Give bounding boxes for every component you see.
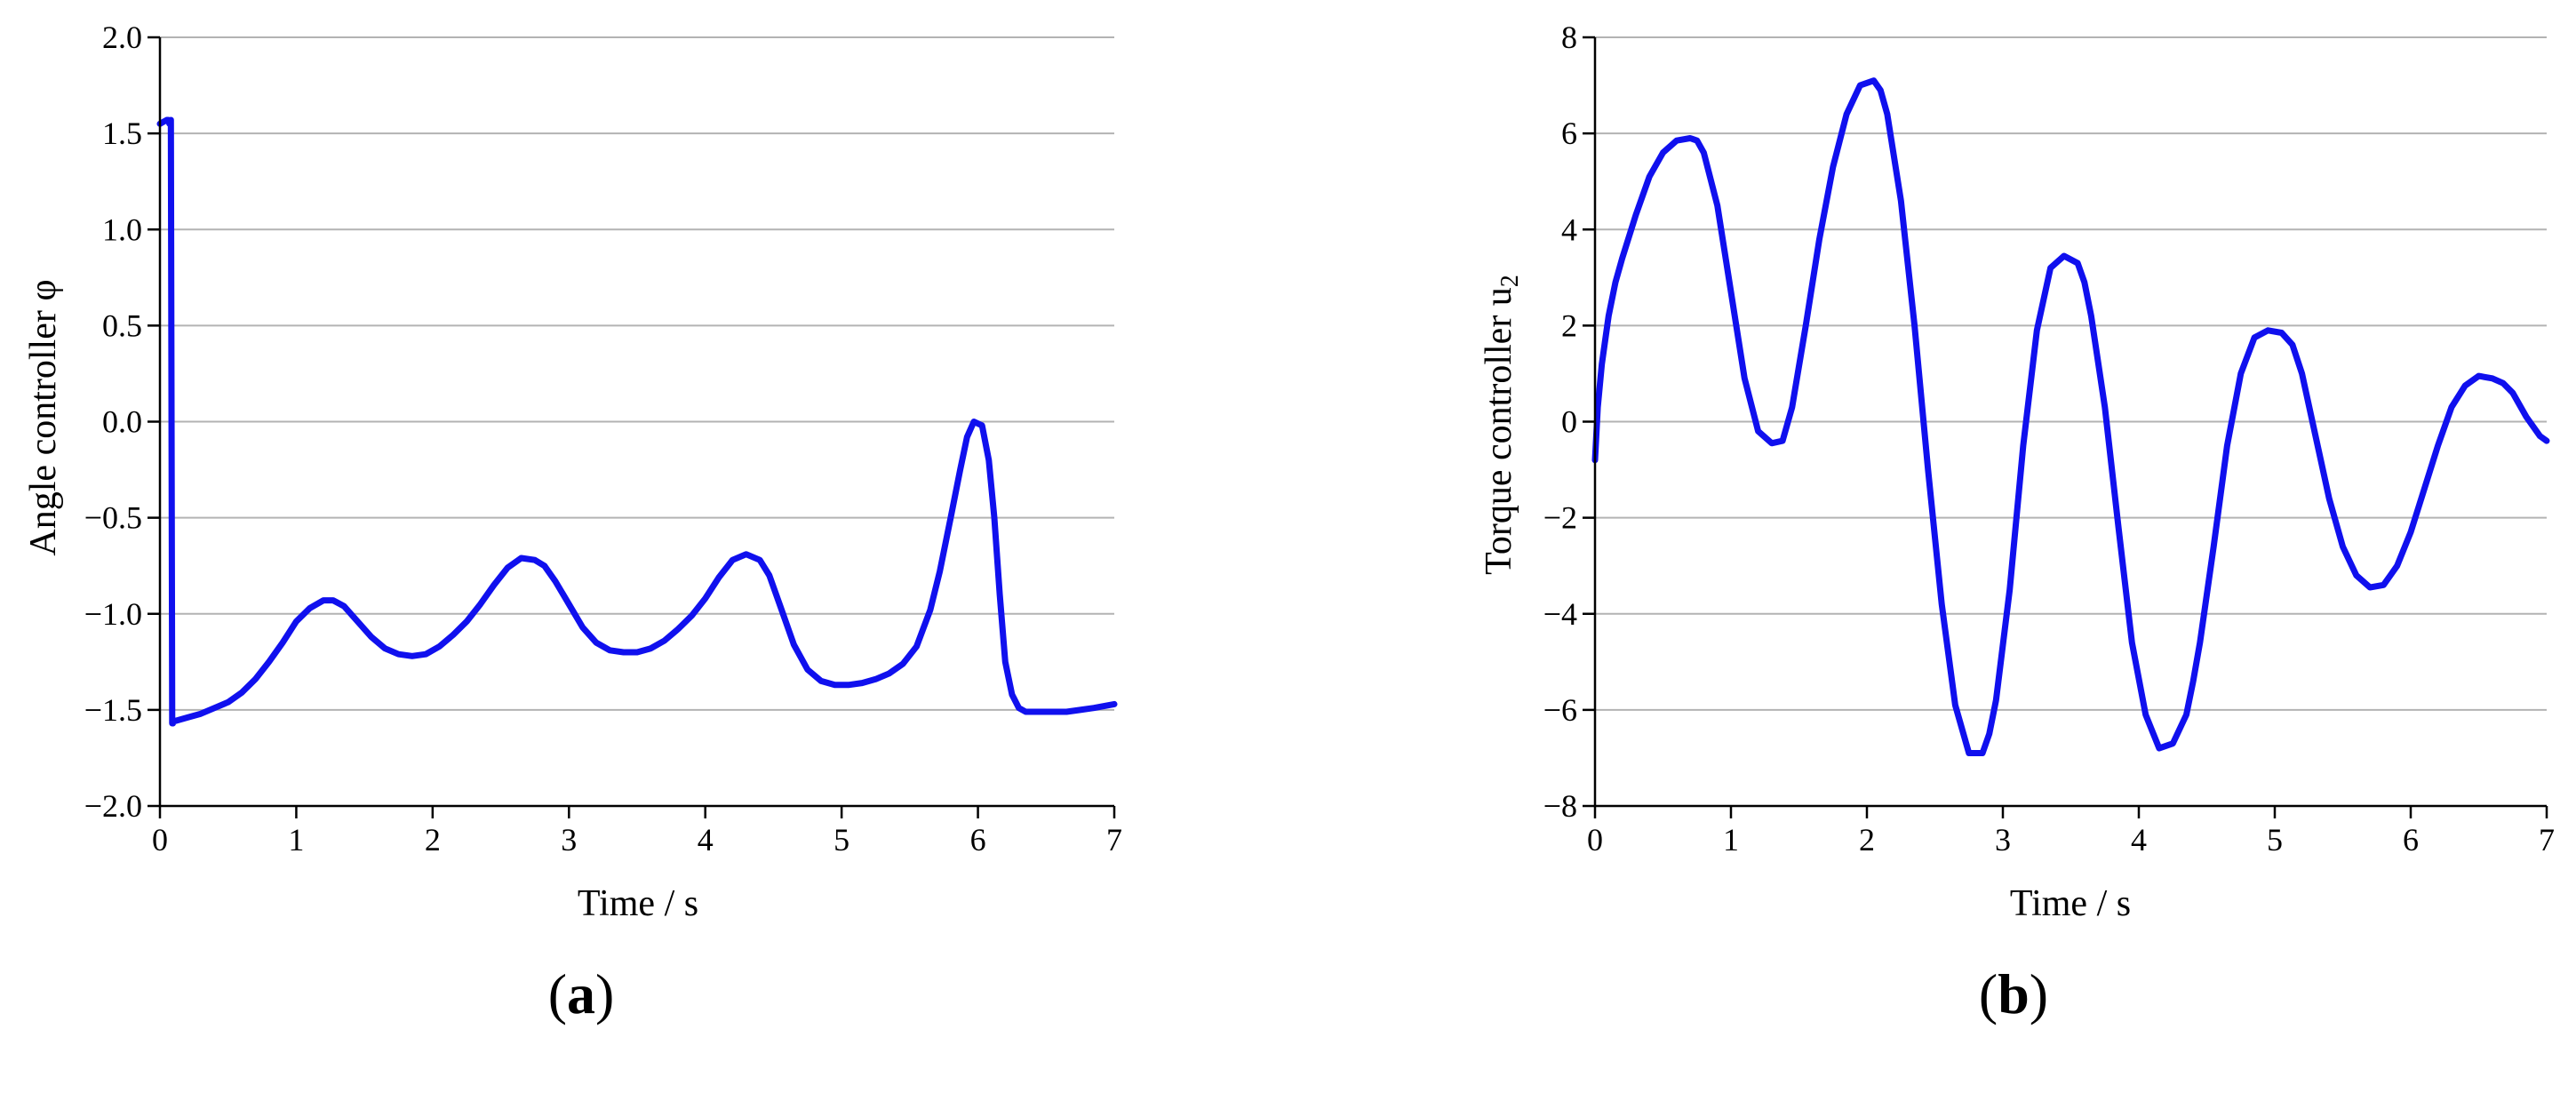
x-tick-label-a-5: 5: [833, 822, 849, 858]
y-tick-label-a-3: 0.5: [102, 307, 142, 343]
x-tick-label-b-1: 1: [1723, 822, 1739, 858]
x-tick-label-b-7: 7: [2539, 822, 2555, 858]
chart-panel-a: 2.01.51.00.50.0−0.5−1.0−1.5−2.00 1 2 3 4 5 6 7 …: [23, 20, 1122, 1025]
grid-b: [1595, 36, 2547, 711]
x-tick-label-b-4: 4: [2131, 822, 2147, 858]
y-tick-label-b-2: 4: [1561, 211, 1577, 247]
y-tick-label-a-4: 0.0: [102, 404, 142, 440]
y-axis-title-a: Angle controller φ: [23, 279, 64, 555]
panel-label-a: (a): [548, 962, 615, 1025]
y-axis-title-b: Torque controller u2: [1479, 275, 1524, 575]
y-tick-label-b-8: −8: [1543, 788, 1577, 824]
x-axis-title-b: Time / s: [2010, 883, 2131, 924]
x-tick-label-a-6: 6: [970, 822, 986, 858]
x-tick-label-b-6: 6: [2403, 822, 2419, 858]
grid-a: [160, 36, 1114, 711]
y-tick-label-a-0: 2.0: [102, 20, 142, 55]
x-tick-label-a-2: 2: [425, 822, 441, 858]
y-axis-title-b-main: Torque controller u: [1479, 287, 1519, 575]
chart-panel-b: 8 6 4 2 0 −2 −4 −6 −8 0 1 2 3 4 5 6 7 Time / s Torque co…: [1479, 20, 2555, 1025]
x-tick-label-b-3: 3: [1995, 822, 2011, 858]
y-tick-label-b-3: 2: [1561, 307, 1577, 343]
y-tick-label-b-6: −4: [1543, 596, 1577, 632]
y-tick-label-b-7: −6: [1543, 692, 1577, 728]
y-tick-label-b-5: −2: [1543, 500, 1577, 536]
x-tick-label-b-5: 5: [2267, 822, 2283, 858]
x-tick-label-a-4: 4: [698, 822, 714, 858]
panel-label-b: (b): [1979, 962, 2048, 1025]
y-tick-label-b-0: 8: [1561, 20, 1577, 55]
x-axis-title-a: Time / s: [578, 883, 698, 924]
x-tick-label-a-0: 0: [152, 822, 168, 858]
y-tick-label-a-8: −2.0: [84, 788, 142, 824]
y-tick-label-a-7: −1.5: [84, 692, 142, 728]
y-tick-label-a-5: −0.5: [84, 500, 142, 536]
y-tick-label-a-1: 1.5: [102, 116, 142, 151]
series-line-a-0: [156, 116, 1118, 727]
y-tick-label-b-4: 0: [1561, 404, 1577, 440]
x-tick-label-b-0: 0: [1587, 822, 1603, 858]
y-tick-label-b-1: 6: [1561, 116, 1577, 151]
y-tick-label-a-2: 1.0: [102, 211, 142, 247]
x-tick-label-a-1: 1: [288, 822, 304, 858]
series-layer-b: [1591, 77, 2550, 756]
x-tick-label-a-3: 3: [561, 822, 577, 858]
ticks-b: 8 6 4 2 0 −2 −4 −6 −8 0 1 2 3 4 5 6 7: [1543, 20, 2555, 858]
panel-label-b-letter: b: [1998, 962, 2030, 1025]
x-tick-label-a-7: 7: [1106, 822, 1122, 858]
x-tick-label-b-2: 2: [1859, 822, 1875, 858]
ticks-a: 2.0 1.5 1.0 0.5 0.0 −0.5 −1.0 −1.5 −2.0 0 1 2 3 4 5 6 7: [84, 20, 1122, 858]
series-layer-a: [156, 116, 1118, 727]
y-tick-label-a-6: −1.0: [84, 596, 142, 632]
series-line-b-0: [1591, 77, 2550, 756]
panel-label-a-letter: a: [567, 962, 595, 1025]
y-axis-title-b-subscript: 2: [1496, 275, 1524, 287]
